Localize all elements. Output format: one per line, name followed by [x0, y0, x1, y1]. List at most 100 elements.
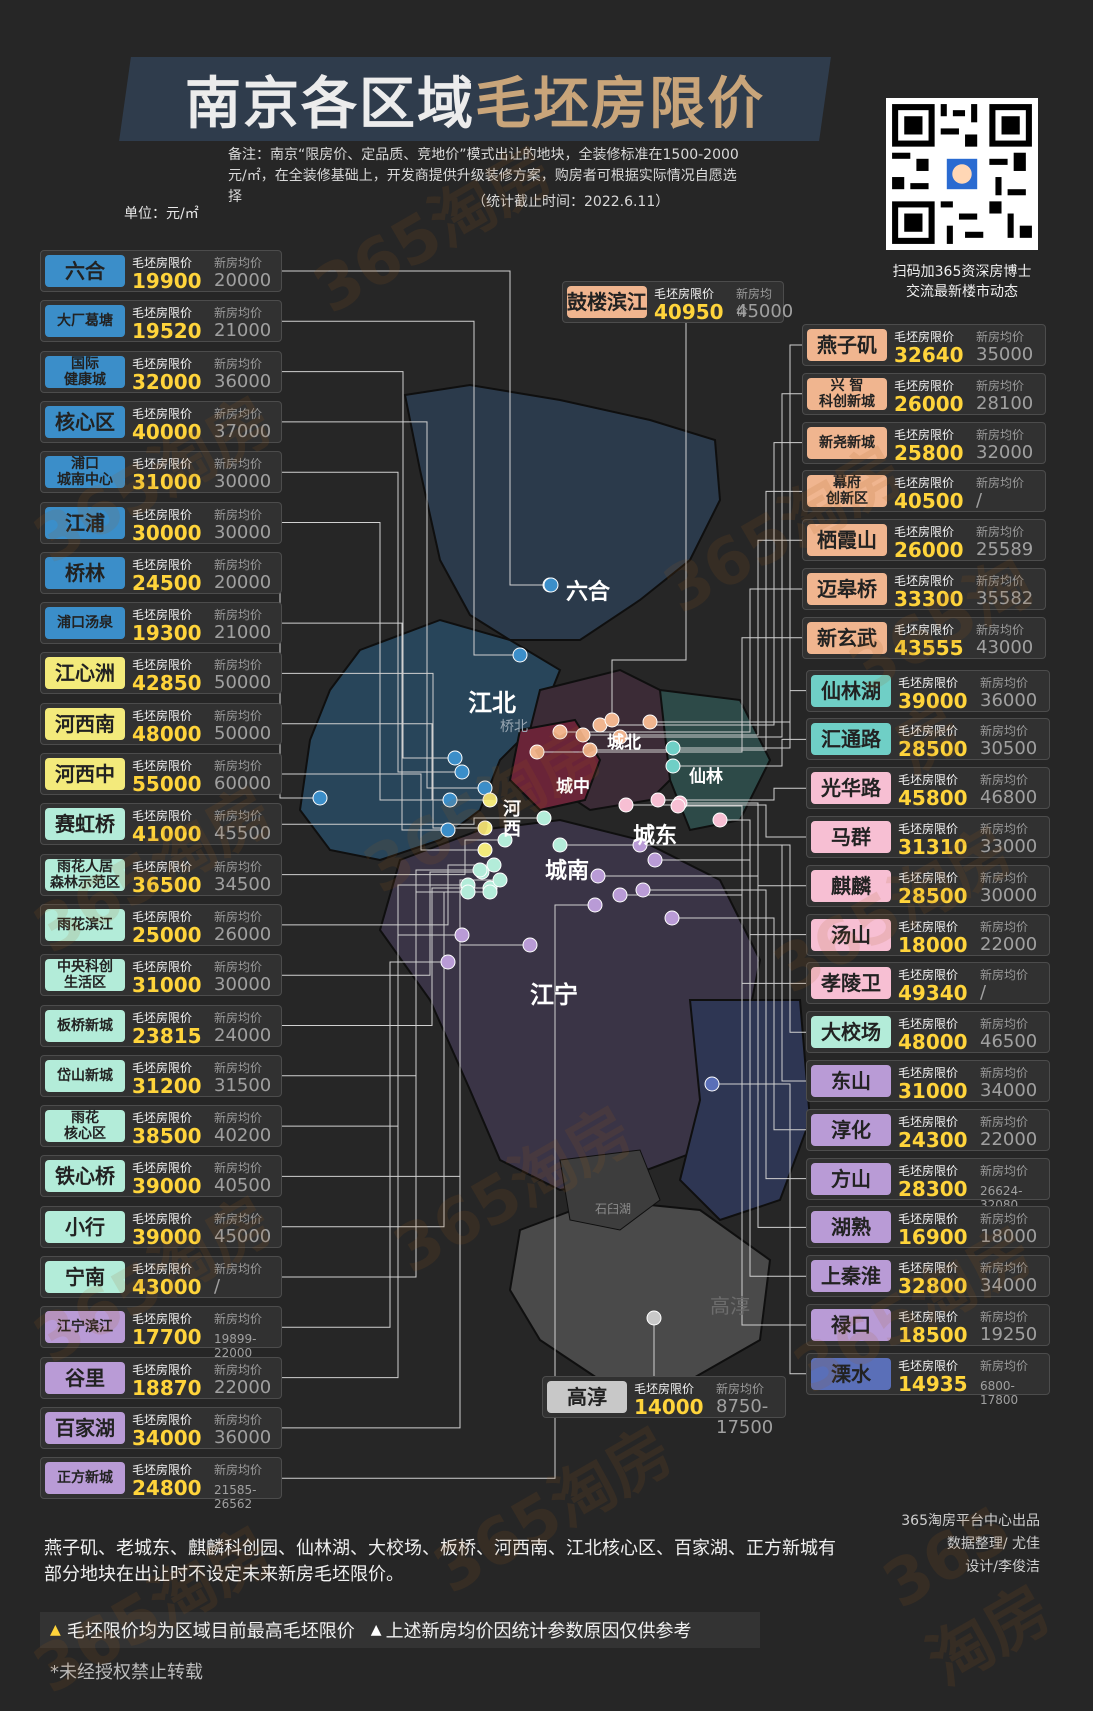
avg-price-value: 40200 [214, 1125, 272, 1147]
cap-price-value: 25800 [894, 440, 964, 465]
avg-price-label: 新房均价 [214, 708, 263, 723]
map-dot [460, 884, 476, 900]
avg-price-value: 30000 [214, 974, 272, 996]
area-name: 雨花人居 森林示范区 [45, 858, 125, 891]
map-dot [447, 750, 463, 766]
avg-price-value: 34500 [214, 873, 272, 895]
avg-price-label: 新房均价 [976, 574, 1025, 588]
area-name: 河西南 [45, 707, 125, 740]
map-region-shijiuhu [559, 1149, 661, 1231]
cap-price-value: 48000 [132, 721, 202, 746]
notice-text-1: 毛坯限价均为区域目前最高毛坯限价 [66, 1621, 355, 1642]
price-card: 江浦 毛坯房限价 新房均价 30000 30000 [40, 501, 282, 545]
cap-price-label: 毛坯房限价 [132, 457, 193, 472]
map-label-chengnan: 城南 [545, 859, 590, 884]
cap-price-value: 28500 [898, 737, 968, 762]
price-card: 新尧新城 毛坯房限价 新房均价 25800 32000 [802, 421, 1046, 465]
avg-price-value: 33000 [980, 836, 1038, 857]
avg-price-value: / [980, 982, 987, 1004]
area-name: 雨花滨江 [45, 908, 125, 941]
area-name: 禄口 [811, 1309, 891, 1341]
map-region-liuhe [403, 383, 722, 641]
price-card: 上秦淮 毛坯房限价 新房均价 32800 34000 [806, 1255, 1050, 1298]
cap-price-label: 毛坯房限价 [898, 870, 959, 885]
cap-price-value: 24500 [132, 570, 202, 595]
map-label-chengdong: 城东 [633, 824, 678, 849]
price-card: 栖霞山 毛坯房限价 新房均价 26000 25589 [802, 519, 1046, 562]
avg-price-label: 新房均价 [980, 724, 1029, 739]
cap-price-label: 毛坯房限价 [132, 256, 193, 270]
area-name: 浦口 城南中心 [45, 456, 125, 489]
avg-price-value: 36000 [214, 1426, 272, 1448]
cap-price-label: 毛坯房限价 [898, 1066, 959, 1080]
cap-price-value: 24300 [898, 1127, 968, 1152]
map-region-chengzhong [508, 718, 602, 812]
cap-price-label: 毛坯房限价 [898, 1212, 959, 1227]
price-card: 板桥新城 毛坯房限价 新房均价 23815 24000 [40, 1004, 282, 1048]
cap-price-value: 39000 [132, 1174, 202, 1199]
area-name: 光华路 [811, 772, 891, 805]
area-name: 湖熟 [811, 1211, 891, 1244]
avg-price-value: 50000 [214, 722, 272, 744]
avg-price-value: 22000 [980, 933, 1038, 955]
cap-price-label: 毛坯房限价 [898, 1163, 959, 1178]
cap-price-label: 毛坯房限价 [898, 675, 959, 690]
leader-line [282, 817, 544, 825]
map-dot [477, 842, 493, 858]
cap-price-value: 31000 [132, 470, 202, 495]
map-dot [650, 792, 666, 808]
avg-price-label: 新房均价 [976, 525, 1025, 540]
avg-price-label: 新房均价 [214, 1362, 263, 1377]
area-name: 江宁滨江 [45, 1311, 125, 1344]
area-name: 岱山新城 [45, 1059, 125, 1092]
map-dot [646, 1310, 662, 1326]
cap-price-label: 毛坯房限价 [132, 658, 193, 673]
price-card: 雨花滨江 毛坯房限价 新房均价 25000 26000 [40, 903, 282, 947]
leader-line [282, 471, 462, 773]
avg-price-value: 45000 [736, 301, 794, 322]
cap-price-value: 49340 [898, 981, 968, 1006]
map-dot [582, 742, 598, 758]
map-dot [642, 714, 658, 730]
avg-price-value: 36000 [980, 689, 1038, 711]
avg-price-value: 45500 [214, 823, 272, 845]
cap-price-value: 42850 [132, 671, 202, 696]
avg-price-value: 26000 [214, 923, 272, 945]
map-dot [604, 712, 620, 728]
cap-price-value: 18000 [898, 932, 968, 957]
leader-line [598, 875, 806, 1228]
unit-label: 单位：元/㎡ [124, 206, 199, 222]
cap-price-value: 38500 [132, 1124, 202, 1149]
price-card: 湖熟 毛坯房限价 新房均价 16900 18000 [806, 1206, 1050, 1249]
avg-price-value: 35000 [976, 344, 1034, 365]
cap-price-value: 28300 [898, 1176, 968, 1201]
stat-time: （统计截止时间：2022.6.11） [472, 194, 670, 210]
avg-price-label: 新房均价 [736, 287, 773, 318]
leader-line [282, 421, 485, 789]
map-dots [312, 577, 728, 1326]
cap-price-label: 毛坯房限价 [894, 330, 955, 344]
map-dot [647, 852, 663, 868]
area-name: 中央科创 生活区 [45, 959, 125, 992]
leader-line [537, 637, 806, 753]
leader-line [282, 773, 485, 851]
cap-price-label: 毛坯房限价 [132, 759, 193, 773]
leader-line [658, 787, 806, 801]
leader-line [626, 804, 806, 838]
leader-line [282, 723, 490, 801]
triangle-icon: ▲ [50, 1622, 61, 1638]
map-dot [670, 798, 686, 814]
price-card: 鼓楼滨江 毛坯房限价 新房均价 40950 45000 [562, 281, 793, 324]
qr-code-icon[interactable] [886, 98, 1038, 250]
cap-price-value: 18500 [898, 1323, 968, 1347]
price-card: 浦口 城南中心 毛坯房限价 新房均价 31000 30000 [40, 451, 282, 495]
cap-price-label: 毛坯房限价 [132, 507, 193, 522]
avg-price-label: 新房均价 [980, 1017, 1029, 1032]
price-card: 孝陵卫 毛坯房限价 新房均价 49340 / [806, 962, 1050, 1006]
avg-price-label: 新房均价 [976, 330, 1025, 344]
area-name: 鼓楼滨江 [567, 286, 647, 318]
avg-price-label: 新房均价 [980, 870, 1029, 885]
avg-price-label: 新房均价 [214, 1412, 263, 1427]
leader-line [282, 904, 595, 1479]
avg-price-value: 30500 [980, 738, 1038, 760]
